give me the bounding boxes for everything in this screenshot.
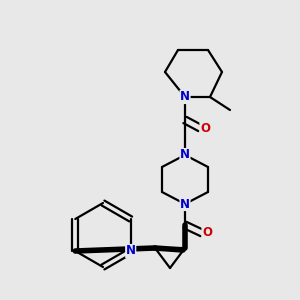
Text: N: N: [180, 148, 190, 161]
Text: N: N: [180, 197, 190, 211]
Text: N: N: [126, 244, 136, 257]
Text: N: N: [180, 91, 190, 103]
Text: O: O: [202, 226, 212, 239]
Text: O: O: [200, 122, 210, 134]
